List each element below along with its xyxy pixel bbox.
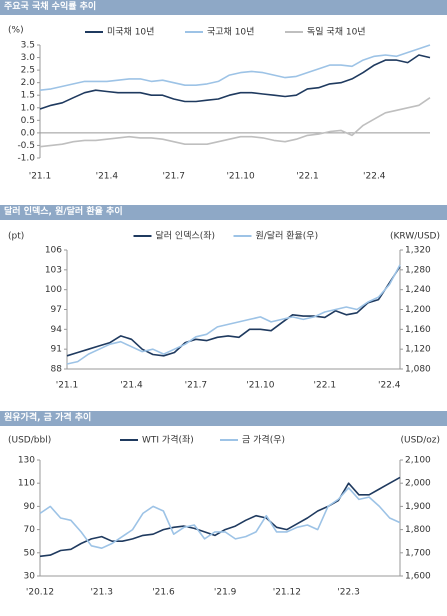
chart: 130 110 90 70 50 30 2,100 2,000 1,900 1,800 1,700 1…	[8, 434, 440, 598]
y2-tick-label: 1,800	[405, 525, 431, 535]
chart: 3.5 3.0 2.5 2.0 1.5 1.0 0.5 0.0 -0.5 -1.0 '21.1 '21…	[8, 26, 431, 182]
legend-label: 달러 인덱스(좌)	[156, 230, 216, 242]
chart: 106 103 100 97 94 91 88 1,320 1,280 1,240 1,200 1,1…	[8, 230, 440, 391]
series-line	[39, 44, 431, 91]
section-title: 원유가격, 금 가격 추이	[0, 411, 447, 426]
x-tick-label: '21.4	[96, 172, 119, 182]
x-tick-label: '22.4	[378, 381, 401, 391]
y-tick-label: 110	[18, 479, 35, 489]
y2-tick-label: 2,000	[405, 479, 431, 489]
x-tick-label: '22.1	[296, 172, 319, 182]
legend-label: 독일 국채 10년	[307, 27, 366, 38]
y-tick-label: 70	[24, 525, 36, 535]
legend-label: 미국채 10년	[107, 27, 154, 38]
y-tick-label: 90	[24, 502, 36, 512]
legend-label: 국고채 10년	[207, 27, 254, 38]
section: 주요국 국채 수익률 추이 3.5 3.0 2.5 2.0 1.5 1.0 0.5 0.0 -0…	[0, 0, 447, 200]
series-line	[39, 97, 431, 148]
y2-tick-label: 1,700	[405, 548, 431, 558]
legend-label: WTI 가격(좌)	[142, 434, 194, 446]
y-tick-label: 3.0	[21, 53, 36, 63]
y-axis-label: (pt)	[8, 232, 24, 242]
y-tick-label: 106	[45, 246, 62, 256]
legend-label: 원/달러 환율(우)	[256, 230, 319, 242]
y-axis-label: (USD/bbl)	[8, 436, 51, 446]
y2-tick-label: 1,200	[405, 305, 431, 315]
x-tick-label: '21.7	[162, 172, 185, 182]
legend-label: 금 가격(우)	[242, 434, 285, 446]
y-tick-label: -0.5	[17, 141, 35, 151]
y-tick-label: 30	[24, 572, 36, 582]
y-tick-label: 88	[51, 365, 63, 375]
y-tick-label: 97	[51, 305, 62, 315]
x-tick-label: '21.10	[246, 381, 275, 391]
x-tick-label: '22.3	[337, 588, 360, 598]
y-tick-label: 91	[51, 345, 62, 355]
y2-tick-label: 1,240	[405, 285, 431, 295]
y2-tick-label: 2,100	[405, 456, 431, 466]
y2-tick-label: 1,320	[405, 246, 431, 256]
y2-axis-label: (USD/oz)	[400, 436, 440, 446]
y-tick-label: 3.5	[21, 41, 35, 51]
series-line	[39, 476, 401, 558]
x-tick-label: '21.4	[120, 381, 143, 391]
series-line	[66, 264, 401, 365]
x-tick-label: '21.1	[56, 381, 79, 391]
section: 달러 인덱스, 원/달러 환율 추이 106 103 100 97 94 91 88 1,32…	[0, 205, 447, 405]
y-tick-label: 0.0	[21, 128, 36, 138]
series-line	[39, 54, 431, 110]
x-tick-label: '21.3	[90, 588, 113, 598]
y2-tick-label: 1,280	[405, 265, 431, 275]
y-tick-label: 2.5	[21, 66, 35, 76]
y-axis-label: (%)	[8, 26, 24, 36]
x-tick-label: '21.12	[273, 588, 301, 598]
section: 원유가격, 금 가격 추이 130 110 90 70 50 30 2,100 2,000 1,…	[0, 411, 447, 616]
x-tick-label: '21.7	[185, 381, 208, 391]
x-tick-label: '21.6	[152, 588, 175, 598]
y-tick-label: 2.0	[21, 78, 36, 88]
y-tick-label: 1.5	[21, 91, 35, 101]
x-tick-label: '21.10	[226, 172, 255, 182]
section-title: 달러 인덱스, 원/달러 환율 추이	[0, 205, 447, 220]
y-tick-label: 1.0	[21, 103, 36, 113]
x-tick-label: '22.1	[314, 381, 337, 391]
x-tick-label: '20.12	[26, 588, 54, 598]
section-title: 주요국 국채 수익률 추이	[0, 0, 447, 15]
y-tick-label: 100	[45, 285, 62, 295]
y-tick-label: 130	[18, 456, 35, 466]
y2-tick-label: 1,160	[405, 325, 431, 335]
y-tick-label: -1.0	[17, 154, 35, 164]
y-tick-label: 50	[24, 548, 36, 558]
y2-tick-label: 1,080	[405, 365, 431, 375]
y2-tick-label: 1,900	[405, 502, 431, 512]
y-tick-label: 0.5	[21, 116, 35, 126]
y2-tick-label: 1,600	[405, 572, 431, 582]
y2-axis-label: (KRW/USD)	[390, 232, 440, 242]
x-tick-label: '21.1	[29, 172, 52, 182]
series-line	[39, 487, 401, 549]
y-tick-label: 103	[45, 265, 62, 275]
x-tick-label: '21.9	[214, 588, 237, 598]
y-tick-label: 94	[51, 325, 63, 335]
y2-tick-label: 1,120	[405, 345, 431, 355]
series-line	[66, 266, 401, 357]
x-tick-label: '22.4	[363, 172, 386, 182]
